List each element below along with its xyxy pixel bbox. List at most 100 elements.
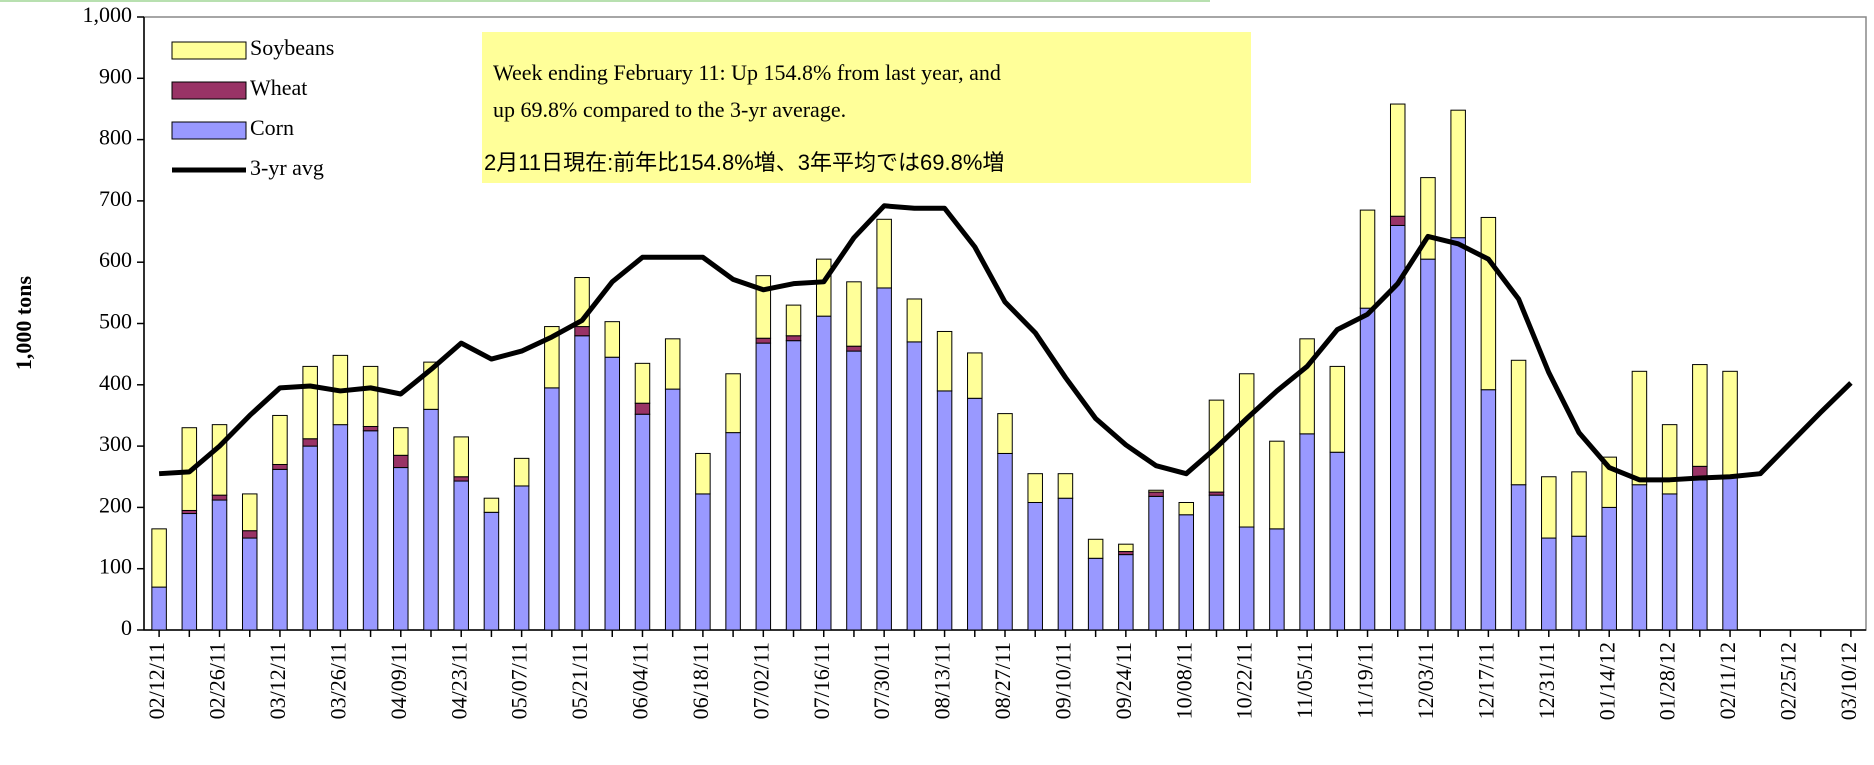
- bar-segment: [1057, 497, 1074, 631]
- bar-segment: [755, 275, 772, 339]
- bar-segment: [1208, 494, 1225, 631]
- x-tick-label: 12/31/11: [1534, 642, 1559, 719]
- bar-segment: [604, 356, 621, 631]
- legend-label: Soybeans: [250, 35, 334, 60]
- bar-segment: [453, 436, 469, 478]
- bar-segment: [1299, 338, 1315, 435]
- bar-segment: [634, 402, 651, 415]
- bar-segment: [1722, 370, 1738, 477]
- bar-segment: [211, 494, 228, 501]
- bar-segment: [815, 315, 832, 631]
- bar-segment: [634, 362, 651, 404]
- bar-segment: [785, 304, 802, 337]
- bar-segment: [241, 530, 258, 539]
- bar-segment: [785, 340, 802, 631]
- x-tick-label: 09/24/11: [1111, 642, 1136, 719]
- bar-segment: [936, 390, 953, 631]
- x-tick-label: 02/26/11: [205, 642, 230, 719]
- bar-segment: [876, 218, 892, 289]
- bar-segment: [513, 457, 530, 487]
- bar-segment: [755, 342, 772, 631]
- bar-segment: [1178, 501, 1195, 516]
- x-tick-label: 02/25/12: [1776, 642, 1801, 720]
- bar-segment: [725, 373, 741, 434]
- bar-segment: [272, 414, 288, 465]
- line: [158, 203, 1853, 483]
- x-tick-label: 06/18/11: [688, 642, 713, 719]
- bar-segment: [1087, 557, 1104, 631]
- bar-segment: [483, 497, 500, 513]
- bar-segment: [846, 345, 862, 352]
- legend-swatch: [171, 121, 247, 140]
- bar-segment: [574, 326, 590, 337]
- bar-segment: [544, 387, 560, 631]
- y-tick-label: 100: [99, 554, 132, 579]
- bar-segment: [302, 445, 318, 631]
- annotation: 2月11日現在:前年比154.8%増、3年平均では69.8%増: [484, 150, 1004, 175]
- bar-segment: [241, 537, 258, 631]
- bar-segment: [513, 485, 530, 631]
- bar-segment: [211, 424, 228, 496]
- x-tick-label: 02/11/12: [1715, 642, 1740, 719]
- bar-segment: [604, 321, 621, 358]
- y-tick-label: 300: [99, 431, 132, 456]
- bar-segment: [1722, 475, 1738, 631]
- bar-segment: [151, 528, 167, 588]
- bar-segment: [453, 480, 469, 631]
- bar-segment: [423, 408, 439, 631]
- bar-segment: [1389, 215, 1406, 226]
- x-tick-label: 05/21/11: [567, 642, 592, 719]
- x-tick-label: 06/04/11: [628, 642, 653, 719]
- bar-segment: [332, 424, 349, 631]
- bar-segment: [1118, 554, 1134, 631]
- x-tick-label: 08/13/11: [930, 642, 955, 719]
- bar-segment: [151, 586, 167, 631]
- bar-segment: [393, 427, 409, 456]
- bar-segment: [815, 258, 832, 317]
- bar-segment: [967, 352, 983, 399]
- bar-segment: [1541, 476, 1557, 539]
- y-tick-label: 800: [99, 125, 132, 150]
- bar-segment: [483, 511, 500, 631]
- bar-segment: [664, 338, 681, 390]
- bar-segment: [1661, 424, 1678, 495]
- bar-segment: [936, 330, 953, 392]
- bar-segment: [393, 467, 409, 631]
- bar-segment: [211, 499, 228, 631]
- bar-segment: [362, 430, 379, 631]
- y-tick-label: 1,000: [83, 2, 133, 27]
- bar-segment: [725, 432, 741, 631]
- annotation: Week ending February 11: Up 154.8% from …: [493, 60, 1001, 85]
- y-tick-label: 900: [99, 63, 132, 88]
- bar-segment: [1420, 258, 1436, 631]
- bar-segment: [272, 468, 288, 631]
- bar-segment: [1510, 359, 1527, 486]
- bar-segment: [1238, 526, 1255, 631]
- x-tick-label: 01/14/12: [1594, 642, 1619, 720]
- bar-segment: [362, 365, 379, 427]
- bar-segment: [906, 298, 923, 343]
- y-tick-label: 700: [99, 186, 132, 211]
- bar-segment: [1359, 307, 1376, 631]
- bar-segment: [1057, 473, 1074, 499]
- bar-segment: [1571, 471, 1587, 537]
- x-tick-label: 03/12/11: [265, 642, 290, 719]
- bar-segment: [1148, 491, 1164, 497]
- bar-segment: [1450, 109, 1466, 239]
- legend-label: Corn: [250, 115, 294, 140]
- bar-segment: [1692, 479, 1708, 631]
- bar-segment: [785, 335, 802, 342]
- x-tick-label: 10/22/11: [1232, 642, 1257, 719]
- bar-segment: [634, 413, 651, 631]
- bar-segment: [1389, 103, 1406, 217]
- bar-segment: [453, 476, 469, 482]
- x-tick-label: 12/17/11: [1473, 642, 1498, 719]
- legend-swatch: [171, 41, 247, 60]
- bar-segment: [1269, 440, 1285, 530]
- x-tick-label: 01/28/12: [1655, 642, 1680, 720]
- bar-segment: [1269, 528, 1285, 631]
- x-tick-label: 03/26/11: [325, 642, 350, 719]
- annotation: up 69.8% compared to the 3-yr average.: [493, 97, 846, 122]
- bar-segment: [1692, 364, 1708, 467]
